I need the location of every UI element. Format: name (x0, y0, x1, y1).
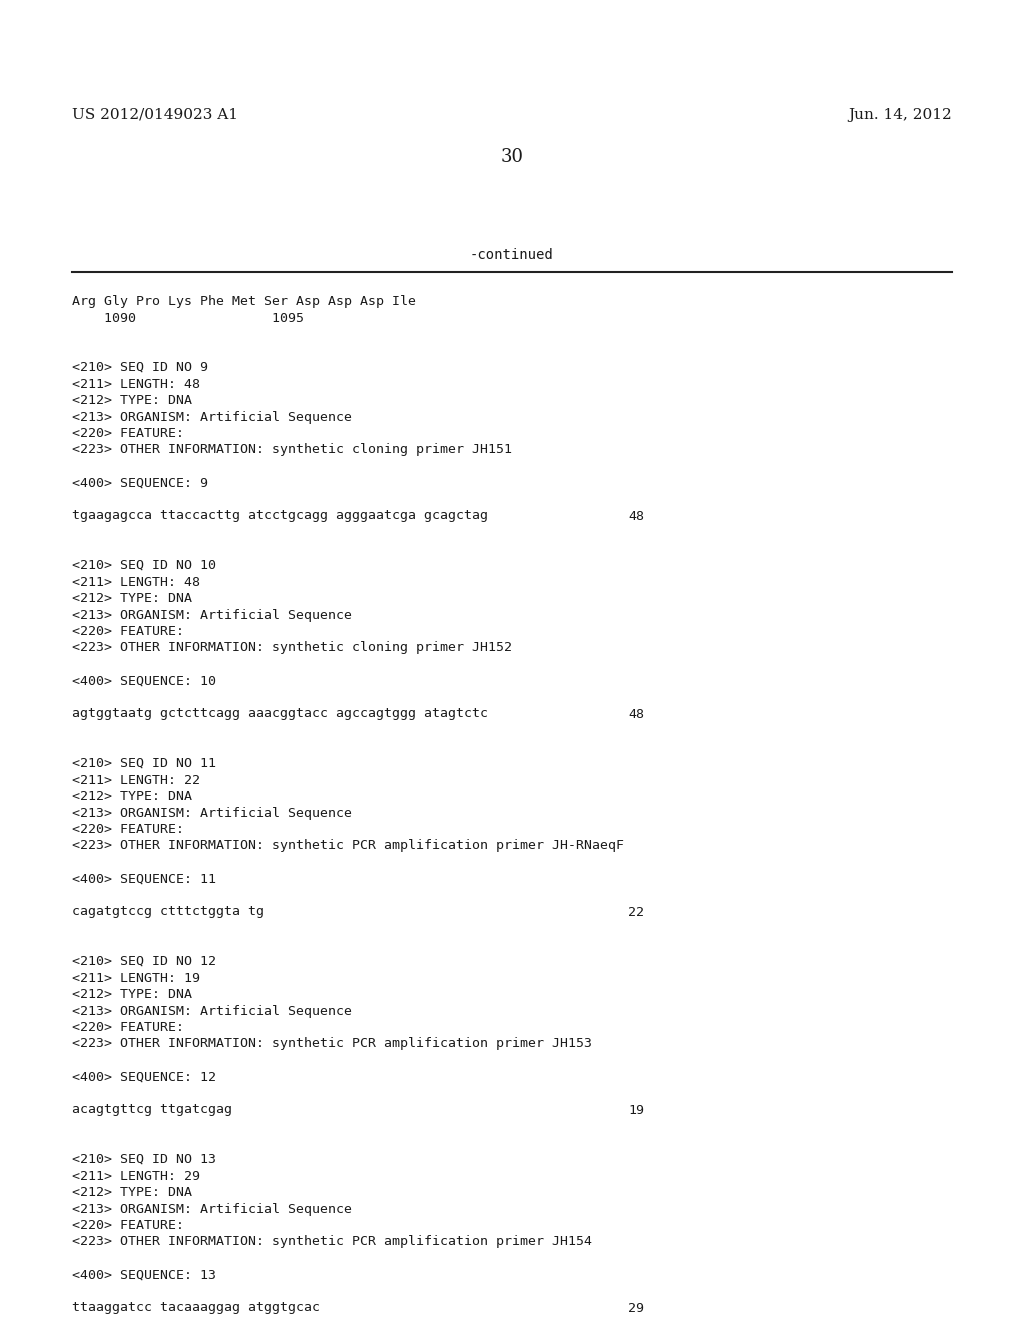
Text: ttaaggatcc tacaaaggag atggtgcac: ttaaggatcc tacaaaggag atggtgcac (72, 1302, 319, 1315)
Text: -continued: -continued (470, 248, 554, 261)
Text: acagtgttcg ttgatcgag: acagtgttcg ttgatcgag (72, 1104, 232, 1117)
Text: <211> LENGTH: 29: <211> LENGTH: 29 (72, 1170, 200, 1183)
Text: cagatgtccg ctttctggta tg: cagatgtccg ctttctggta tg (72, 906, 264, 919)
Text: <211> LENGTH: 22: <211> LENGTH: 22 (72, 774, 200, 787)
Text: 1090                 1095: 1090 1095 (72, 312, 304, 325)
Text: 48: 48 (628, 708, 644, 721)
Text: agtggtaatg gctcttcagg aaacggtacc agccagtggg atagtctc: agtggtaatg gctcttcagg aaacggtacc agccagt… (72, 708, 488, 721)
Text: <211> LENGTH: 48: <211> LENGTH: 48 (72, 378, 200, 391)
Text: <212> TYPE: DNA: <212> TYPE: DNA (72, 591, 193, 605)
Text: <220> FEATURE:: <220> FEATURE: (72, 1020, 184, 1034)
Text: <400> SEQUENCE: 12: <400> SEQUENCE: 12 (72, 1071, 216, 1084)
Text: <212> TYPE: DNA: <212> TYPE: DNA (72, 987, 193, 1001)
Text: <223> OTHER INFORMATION: synthetic PCR amplification primer JH-RNaeqF: <223> OTHER INFORMATION: synthetic PCR a… (72, 840, 624, 853)
Text: <213> ORGANISM: Artificial Sequence: <213> ORGANISM: Artificial Sequence (72, 1005, 352, 1018)
Text: <212> TYPE: DNA: <212> TYPE: DNA (72, 393, 193, 407)
Text: 30: 30 (501, 148, 523, 166)
Text: <220> FEATURE:: <220> FEATURE: (72, 1218, 184, 1232)
Text: <223> OTHER INFORMATION: synthetic cloning primer JH152: <223> OTHER INFORMATION: synthetic cloni… (72, 642, 512, 655)
Text: <212> TYPE: DNA: <212> TYPE: DNA (72, 789, 193, 803)
Text: <400> SEQUENCE: 9: <400> SEQUENCE: 9 (72, 477, 208, 490)
Text: <400> SEQUENCE: 13: <400> SEQUENCE: 13 (72, 1269, 216, 1282)
Text: <210> SEQ ID NO 11: <210> SEQ ID NO 11 (72, 756, 216, 770)
Text: <212> TYPE: DNA: <212> TYPE: DNA (72, 1185, 193, 1199)
Text: 29: 29 (628, 1302, 644, 1315)
Text: <400> SEQUENCE: 11: <400> SEQUENCE: 11 (72, 873, 216, 886)
Text: <210> SEQ ID NO 10: <210> SEQ ID NO 10 (72, 558, 216, 572)
Text: <210> SEQ ID NO 9: <210> SEQ ID NO 9 (72, 360, 208, 374)
Text: <213> ORGANISM: Artificial Sequence: <213> ORGANISM: Artificial Sequence (72, 1203, 352, 1216)
Text: <210> SEQ ID NO 13: <210> SEQ ID NO 13 (72, 1152, 216, 1166)
Text: <220> FEATURE:: <220> FEATURE: (72, 624, 184, 638)
Text: <223> OTHER INFORMATION: synthetic PCR amplification primer JH154: <223> OTHER INFORMATION: synthetic PCR a… (72, 1236, 592, 1249)
Text: <210> SEQ ID NO 12: <210> SEQ ID NO 12 (72, 954, 216, 968)
Text: <213> ORGANISM: Artificial Sequence: <213> ORGANISM: Artificial Sequence (72, 807, 352, 820)
Text: <223> OTHER INFORMATION: synthetic cloning primer JH151: <223> OTHER INFORMATION: synthetic cloni… (72, 444, 512, 457)
Text: 19: 19 (628, 1104, 644, 1117)
Text: <213> ORGANISM: Artificial Sequence: <213> ORGANISM: Artificial Sequence (72, 411, 352, 424)
Text: Jun. 14, 2012: Jun. 14, 2012 (848, 108, 952, 121)
Text: 22: 22 (628, 906, 644, 919)
Text: <400> SEQUENCE: 10: <400> SEQUENCE: 10 (72, 675, 216, 688)
Text: <211> LENGTH: 48: <211> LENGTH: 48 (72, 576, 200, 589)
Text: Arg Gly Pro Lys Phe Met Ser Asp Asp Asp Ile: Arg Gly Pro Lys Phe Met Ser Asp Asp Asp … (72, 294, 416, 308)
Text: <223> OTHER INFORMATION: synthetic PCR amplification primer JH153: <223> OTHER INFORMATION: synthetic PCR a… (72, 1038, 592, 1051)
Text: <213> ORGANISM: Artificial Sequence: <213> ORGANISM: Artificial Sequence (72, 609, 352, 622)
Text: tgaagagcca ttaccacttg atcctgcagg agggaatcga gcagctag: tgaagagcca ttaccacttg atcctgcagg agggaat… (72, 510, 488, 523)
Text: 48: 48 (628, 510, 644, 523)
Text: <211> LENGTH: 19: <211> LENGTH: 19 (72, 972, 200, 985)
Text: <220> FEATURE:: <220> FEATURE: (72, 822, 184, 836)
Text: <220> FEATURE:: <220> FEATURE: (72, 426, 184, 440)
Text: US 2012/0149023 A1: US 2012/0149023 A1 (72, 108, 238, 121)
